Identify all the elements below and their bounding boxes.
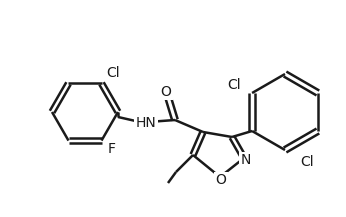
Text: Cl: Cl [300,155,314,169]
Text: N: N [241,153,251,167]
Text: Cl: Cl [107,66,120,81]
Text: Cl: Cl [227,78,241,92]
Text: F: F [108,141,116,156]
Text: O: O [161,85,171,99]
Text: O: O [216,173,226,187]
Text: HN: HN [136,116,156,130]
